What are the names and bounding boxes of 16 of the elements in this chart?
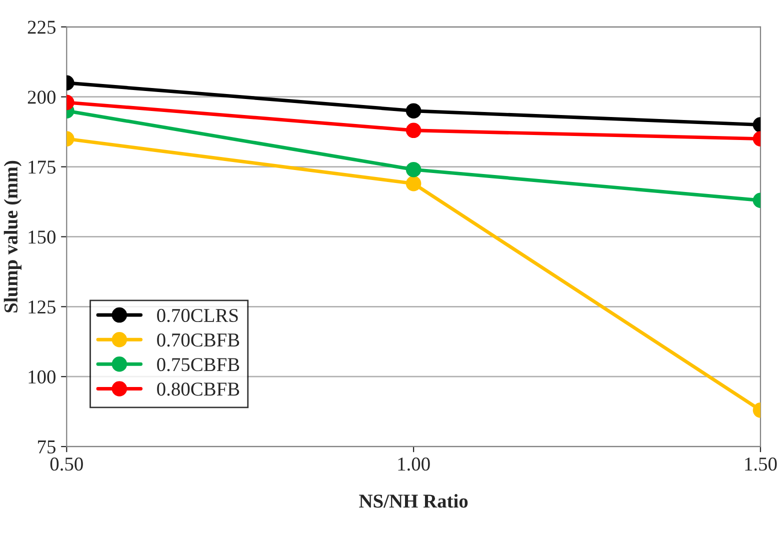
legend-label: 0.70CBFB	[157, 333, 240, 347]
y-axis-title: Slump value (mm)	[4, 160, 22, 312]
legend-label: 0.70CLRS	[157, 308, 238, 322]
y-tick-label: 150	[28, 230, 56, 244]
legend-label: 0.80CBFB	[157, 382, 240, 396]
x-axis-title: NS/NH Ratio	[359, 494, 468, 508]
x-tick-label: 1.00	[398, 458, 430, 471]
y-tick-label: 100	[28, 370, 56, 384]
x-tick-label: 1.50	[745, 458, 777, 471]
legend-label: 0.75CBFB	[157, 358, 240, 372]
y-tick-label: 125	[28, 300, 56, 314]
y-tick-label: 200	[28, 90, 56, 104]
y-tick-label: 75	[38, 440, 56, 454]
x-tick-label: 0.50	[50, 458, 83, 471]
y-tick-label: 225	[28, 20, 56, 34]
y-tick-label: 175	[28, 160, 56, 174]
